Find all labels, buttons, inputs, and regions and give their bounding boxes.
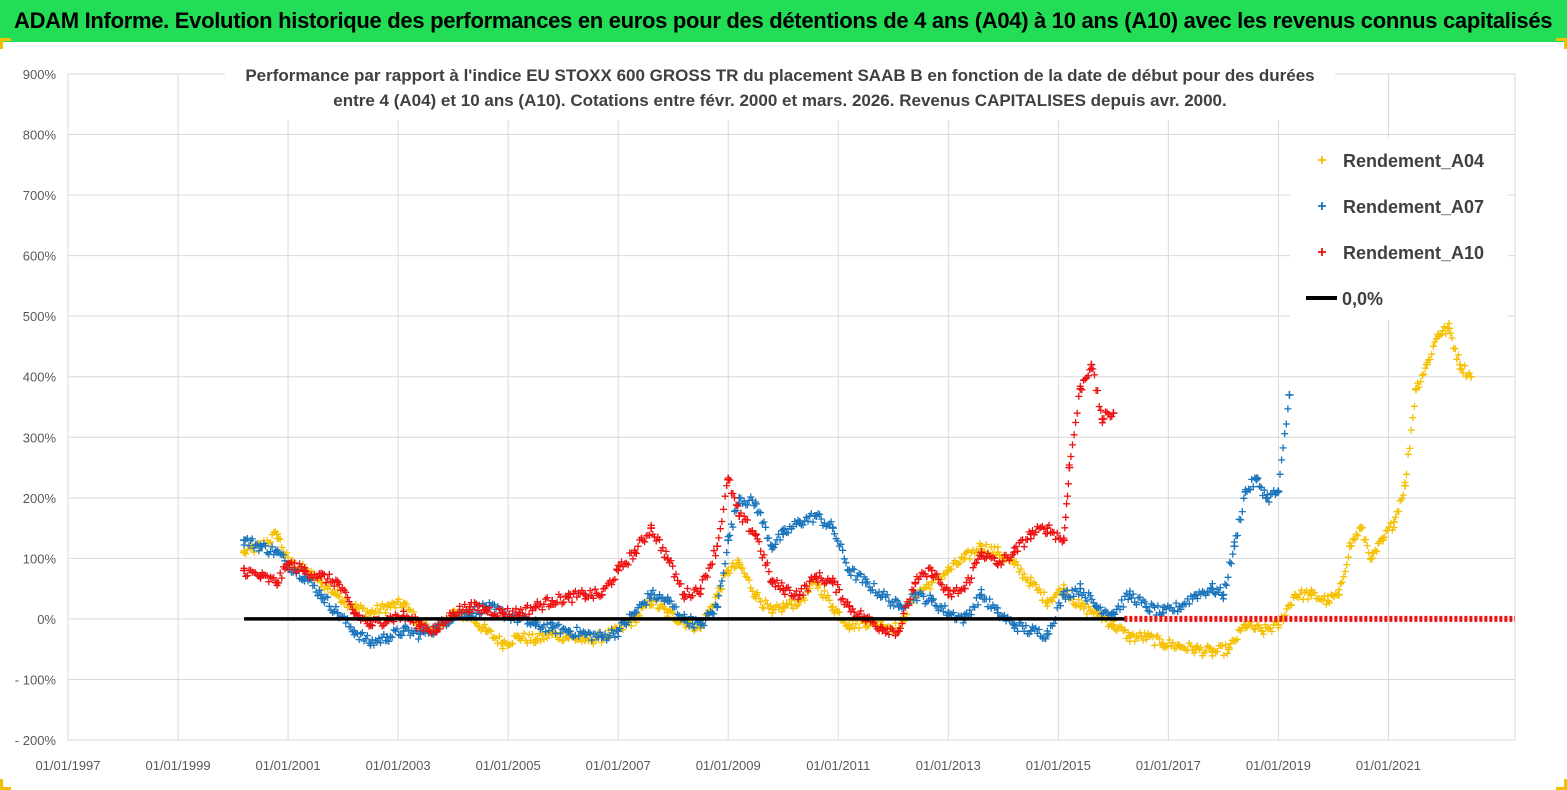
y-tick-label: 700%: [23, 188, 57, 203]
y-tick-label: 900%: [23, 67, 57, 82]
chart-title: Performance par rapport à l'indice EU ST…: [225, 62, 1335, 120]
y-tick-label: - 100%: [15, 672, 57, 687]
legend-plus-marker: [1318, 202, 1326, 210]
x-tick-label: 01/01/2009: [696, 758, 761, 773]
legend-label: Rendement_A04: [1343, 151, 1484, 171]
y-tick-label: 100%: [23, 551, 57, 566]
data-point: [1285, 390, 1294, 399]
x-tick-label: 01/01/1999: [145, 758, 210, 773]
x-tick-label: 01/01/2013: [916, 758, 981, 773]
frame-corner-bottom-right: [1556, 779, 1567, 790]
x-tick-label: 01/01/2019: [1246, 758, 1311, 773]
x-tick-label: 01/01/2017: [1136, 758, 1201, 773]
x-tick-label: 01/01/2011: [806, 758, 870, 773]
x-tick-label: 01/01/2021: [1356, 758, 1421, 773]
chart-title-line: Performance par rapport à l'indice EU ST…: [245, 66, 1314, 85]
legend-label: 0,0%: [1342, 289, 1383, 309]
data-point-cloud: [240, 405, 1292, 649]
chart-series-layer: [240, 320, 1515, 660]
chart-title-background: [225, 62, 1335, 120]
report-banner-title: ADAM Informe. Evolution historique des p…: [0, 0, 1567, 42]
series-rendement-a04: [240, 320, 1475, 660]
performance-scatter-chart: - 200% - 100% 0% 100% 200% 300% 400% 500% 600% 70…: [15, 62, 1516, 773]
data-point: [1109, 409, 1118, 418]
data-point-cloud: [240, 320, 1473, 660]
legend-plus-marker: [1318, 156, 1326, 164]
chart-title-line: entre 4 (A04) et 10 ans (A10). Cotations…: [333, 91, 1227, 110]
legend-plus-marker: [1318, 248, 1326, 256]
y-tick-label: 600%: [23, 249, 57, 264]
x-tick-label: 01/01/2003: [366, 758, 431, 773]
x-tick-label: 01/01/1997: [35, 758, 100, 773]
legend-background: [1290, 137, 1508, 320]
x-tick-label: 01/01/2015: [1026, 758, 1091, 773]
x-tick-label: 01/01/2007: [586, 758, 651, 773]
x-tick-label: 01/01/2005: [476, 758, 541, 773]
legend-label: Rendement_A07: [1343, 197, 1484, 217]
series-rendement-a10: [240, 360, 1118, 640]
y-tick-label: 400%: [23, 370, 57, 385]
y-tick-label: 200%: [23, 491, 57, 506]
frame-corner-bottom-left: [0, 779, 11, 790]
y-tick-label: 300%: [23, 430, 57, 445]
data-point-cloud: [240, 364, 1116, 640]
y-tick-label: 0%: [37, 612, 56, 627]
y-tick-label: 500%: [23, 309, 57, 324]
legend-label: Rendement_A10: [1343, 243, 1484, 263]
frame-corner-top-left: [0, 38, 11, 49]
y-axis-tick-labels: - 200% - 100% 0% 100% 200% 300% 400% 500% 600% 70…: [15, 67, 57, 748]
x-axis-tick-labels: 01/01/1997 01/01/1999 01/01/2001 01/01/2003…: [35, 758, 1421, 773]
y-tick-label: - 200%: [15, 733, 57, 748]
chart-legend: Rendement_A04 Rendement_A07 Rendement_A10 0…: [1290, 137, 1508, 320]
frame-corner-top-right: [1556, 38, 1567, 49]
y-tick-label: 800%: [23, 128, 57, 143]
x-tick-label: 01/01/2001: [256, 758, 321, 773]
